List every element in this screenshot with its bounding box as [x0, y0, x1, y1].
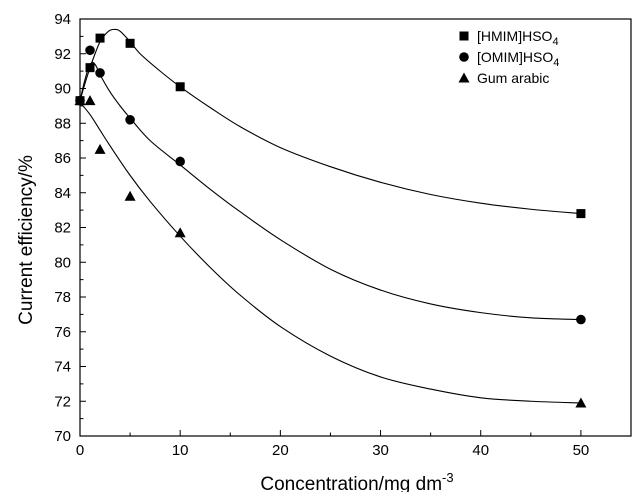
legend-label-triangle: Gum arabic — [477, 70, 549, 86]
y-tick-label: 86 — [54, 150, 71, 167]
legend-label-square: [HMIM]HSO4 — [477, 28, 559, 48]
legend-label-text: [OMIM]HSO — [477, 49, 553, 65]
fit-curve-square — [79, 28, 581, 215]
x-axis-title: Concentration/mg dm-3 — [260, 470, 453, 492]
data-point-triangle — [124, 190, 136, 201]
x-tick-label: 0 — [76, 442, 84, 459]
data-point-circle — [95, 68, 105, 78]
legend-label-circle: [OMIM]HSO4 — [477, 49, 559, 69]
x-tick-label: 30 — [372, 442, 389, 459]
data-point-triangle — [174, 227, 186, 238]
data-point-square — [175, 82, 185, 92]
y-tick-label: 74 — [54, 359, 71, 376]
axes: 0 10 20 30 40 50 70 72 74 76 78 80 82 84 86 88 90 92 94 — [54, 11, 632, 459]
data-point-circle — [576, 314, 586, 325]
data-point-triangle — [74, 95, 86, 106]
y-tick-label: 82 — [54, 220, 71, 237]
data-point-triangle — [84, 95, 96, 106]
x-tick-label: 40 — [472, 442, 489, 459]
data-point-square — [125, 38, 135, 48]
legend-marker-square — [459, 31, 469, 41]
y-tick-label: 94 — [54, 11, 71, 28]
x-axis-title-superscript: -3 — [442, 470, 454, 485]
data-point-circle — [125, 114, 135, 125]
y-tick-label: 72 — [54, 393, 71, 410]
y-tick-label: 84 — [54, 185, 71, 202]
y-tick-label: 80 — [54, 254, 71, 271]
data-point-triangle — [575, 397, 587, 408]
data-points — [74, 33, 587, 408]
y-tick-label: 76 — [54, 324, 71, 341]
y-tick-label: 78 — [54, 289, 71, 306]
legend-label-subscript: 4 — [552, 36, 558, 48]
x-tick-label: 20 — [272, 442, 289, 459]
data-point-square — [95, 33, 105, 43]
fitted-curves — [79, 28, 581, 404]
legend-marker-triangle — [458, 72, 470, 83]
y-tick-label: 70 — [54, 428, 71, 445]
fit-curve-triangle — [79, 102, 581, 404]
legend-marker-circle — [459, 52, 469, 62]
legend-label-text: Gum arabic — [477, 70, 549, 86]
y-axis-title: Current efficiency/% — [16, 155, 37, 325]
data-point-circle — [175, 156, 185, 167]
fit-curve-circle — [79, 61, 581, 321]
data-point-square — [85, 63, 95, 73]
x-axis-title-text: Concentration/mg dm — [260, 474, 442, 492]
legend-label-subscript: 4 — [553, 57, 559, 69]
x-tick-label: 10 — [172, 442, 189, 459]
data-point-circle — [85, 45, 95, 56]
y-tick-label: 88 — [54, 115, 71, 132]
data-point-square — [576, 209, 586, 219]
x-tick-label: 50 — [573, 442, 590, 459]
y-tick-label: 90 — [54, 81, 71, 98]
data-point-triangle — [94, 143, 106, 154]
legend-label-text: [HMIM]HSO — [477, 28, 553, 44]
y-tick-label: 92 — [54, 46, 71, 63]
